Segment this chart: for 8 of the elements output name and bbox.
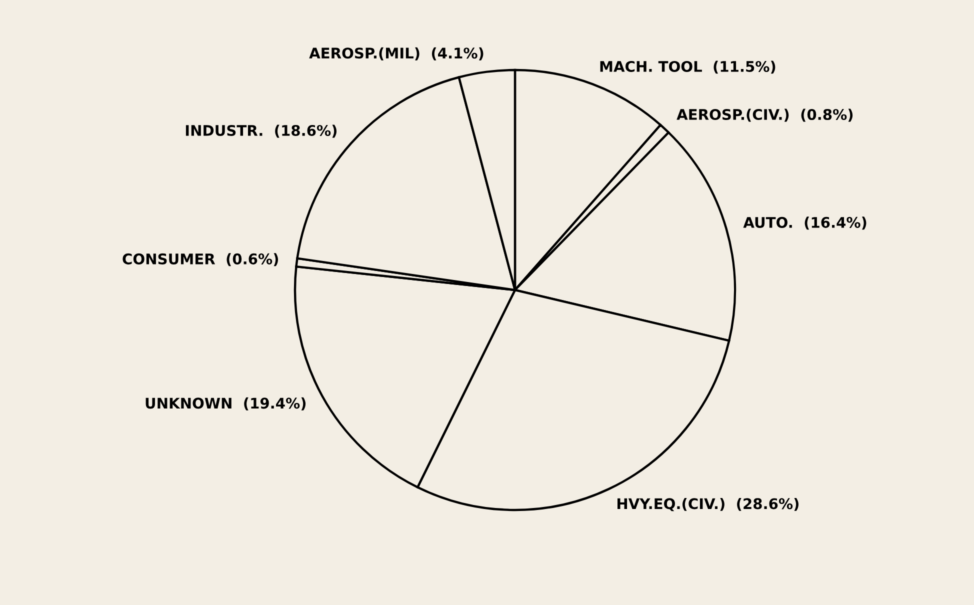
- slice-label: AEROSP.(CIV.) (0.8%): [676, 108, 853, 122]
- slice-label: AUTO. (16.4%): [743, 216, 866, 230]
- slice-label: AEROSP.(MIL) (4.1%): [309, 47, 484, 60]
- slice-label: HVY.EQ.(CIV.) (28.6%): [618, 498, 798, 512]
- slice-label: MACH. TOOL (11.5%): [600, 60, 776, 74]
- slice-label: CONSUMER (0.6%): [122, 253, 278, 266]
- slice-label: UNKNOWN (19.4%): [146, 397, 306, 410]
- slice-label: INDUSTR. (18.6%): [186, 124, 337, 138]
